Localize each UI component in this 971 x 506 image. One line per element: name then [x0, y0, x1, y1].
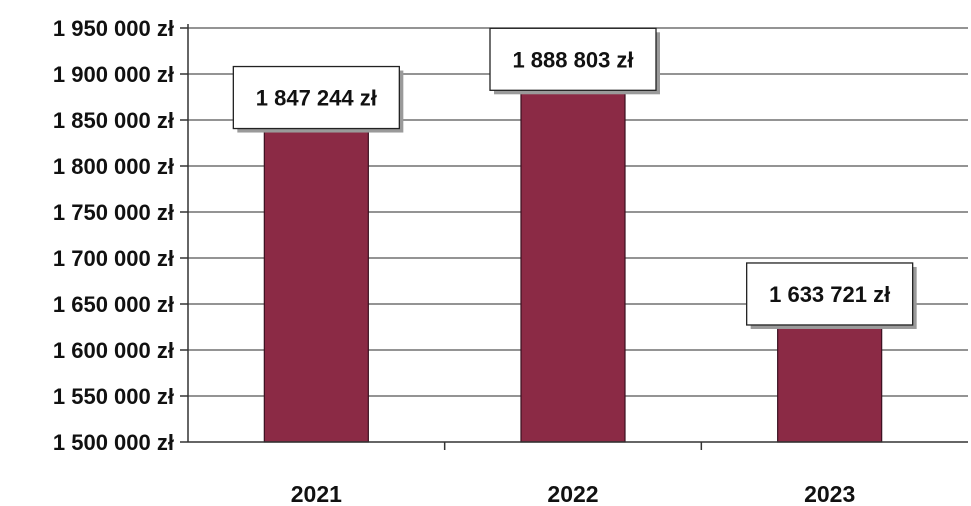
data-label: 1 847 244 zł — [256, 86, 377, 111]
y-tick-label: 1 550 000 zł — [53, 384, 174, 409]
x-tick-label: 2023 — [804, 481, 855, 506]
bar-2023 — [777, 318, 883, 443]
axes — [180, 24, 968, 450]
y-tick-labels: 1 500 000 zł 1 550 000 zł 1 600 000 zł 1 65… — [53, 16, 174, 455]
bars — [263, 83, 883, 443]
x-tick-label: 2021 — [291, 481, 342, 506]
y-tick-label: 1 700 000 zł — [53, 246, 174, 271]
y-tick-label: 1 650 000 zł — [53, 292, 174, 317]
x-tick-label: 2022 — [547, 481, 598, 506]
y-tick-label: 1 850 000 zł — [53, 108, 174, 133]
bar-2022 — [520, 83, 626, 443]
data-labels: 1 847 244 zł 1 888 803 zł 1 633 721 zł — [232, 27, 917, 329]
y-tick-label: 1 600 000 zł — [53, 338, 174, 363]
data-label: 1 888 803 zł — [512, 47, 633, 72]
y-tick-label: 1 500 000 zł — [53, 430, 174, 455]
y-tick-label: 1 750 000 zł — [53, 200, 174, 225]
y-tick-label: 1 900 000 zł — [53, 62, 174, 87]
data-label-box — [232, 65, 400, 130]
y-tick-label: 1 800 000 zł — [53, 154, 174, 179]
bar-2021 — [263, 121, 369, 443]
y-tick-label: 1 950 000 zł — [53, 16, 174, 41]
data-label-box — [746, 262, 914, 326]
x-tick-labels: 2021 2022 2023 — [291, 481, 856, 506]
data-label: 1 633 721 zł — [769, 282, 890, 307]
data-label-box — [489, 27, 657, 91]
